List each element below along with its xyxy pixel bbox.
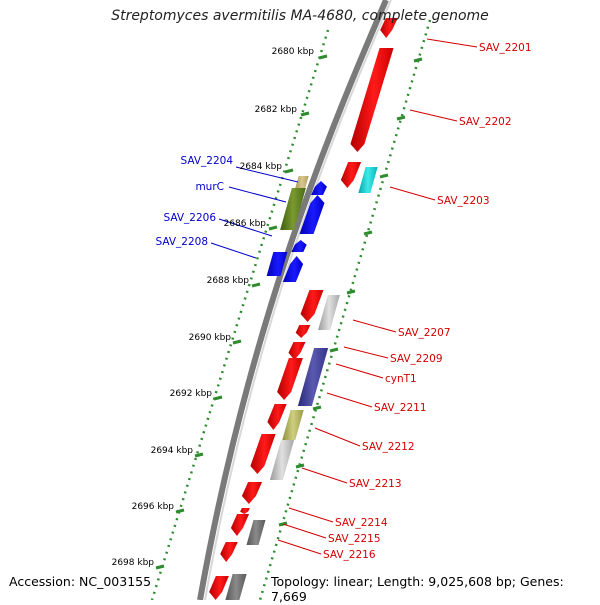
gene-cynt1 (297, 348, 329, 406)
gene-dark-bottom (225, 574, 247, 600)
gene-label-cynt1[interactable]: cynT1 (385, 373, 417, 385)
label-leader-line (389, 186, 436, 201)
tick-label-2688: 2688 kbp (207, 276, 250, 286)
tick-label-2686: 2686 kbp (224, 219, 267, 229)
gene-sav2214b (230, 514, 250, 536)
gene-sav2205 (299, 195, 325, 234)
gene-sav2207a (300, 290, 324, 322)
genome-backbone-highlight (204, 0, 392, 601)
label-leader-line (235, 166, 299, 183)
scale-tick-left (318, 54, 328, 60)
label-leader-line (409, 109, 458, 122)
gene-sav2204 (295, 176, 309, 188)
gene-label-sav2213[interactable]: SAV_2213 (349, 478, 402, 490)
genome-backbone (197, 0, 389, 601)
gene-sav2208a (266, 252, 288, 276)
label-leader-line (343, 346, 389, 359)
gene-blue-1 (311, 181, 327, 195)
scale-tick-right (346, 289, 356, 295)
scale-tick-left (284, 168, 294, 174)
scale-track-left (150, 29, 330, 601)
gene-murc (280, 188, 306, 230)
gene-label-sav2204[interactable]: SAV_2204 (180, 155, 233, 167)
label-leader-line (314, 427, 361, 447)
scale-tick-right (396, 115, 406, 121)
label-leader-line (326, 392, 373, 408)
tick-label-2698: 2698 kbp (112, 558, 155, 568)
tick-label-2694: 2694 kbp (151, 446, 194, 456)
gene-sav2202 (350, 48, 394, 152)
tick-label-2696: 2696 kbp (132, 502, 175, 512)
gene-sav2213b (241, 482, 263, 504)
gene-sav2207b (318, 295, 340, 330)
label-leader-line (210, 242, 257, 259)
label-leader-line (288, 507, 334, 523)
label-leader-line (228, 186, 287, 203)
scale-tick-left (175, 508, 185, 514)
gene-sav2206 (291, 240, 307, 252)
gene-sav2216 (220, 542, 238, 562)
gene-sav2212 (282, 410, 304, 440)
gene-label-sav2215[interactable]: SAV_2215 (328, 533, 381, 545)
gene-label-murc[interactable]: murC (195, 181, 224, 193)
gene-red-2 (267, 404, 287, 430)
scale-tick-right (413, 57, 423, 63)
page-title: Streptomyces avermitilis MA-4680, comple… (111, 8, 489, 24)
gene-sav2208b (282, 256, 304, 282)
gene-sav2214 (240, 508, 250, 514)
label-leader-line (218, 218, 273, 237)
scale-tick-right (363, 230, 373, 236)
gene-sav2203b (358, 167, 378, 193)
gene-sav2212b (250, 434, 276, 474)
gene-label-sav2203[interactable]: SAV_2203 (437, 195, 490, 207)
gene-label-sav2206[interactable]: SAV_2206 (163, 212, 216, 224)
scale-tick-left (300, 111, 310, 117)
label-leader-line (352, 319, 397, 333)
scale-tick-left (194, 452, 204, 458)
tick-label-2680: 2680 kbp (272, 47, 315, 57)
scale-tick-left (213, 395, 223, 401)
scale-tick-right (312, 405, 322, 411)
scale-tick-right (329, 347, 339, 353)
tick-label-2682: 2682 kbp (255, 105, 298, 115)
gene-red-bottom (209, 576, 229, 600)
gene-sav2209 (288, 342, 306, 360)
tick-label-2684: 2684 kbp (240, 162, 283, 172)
tick-label-2690: 2690 kbp (189, 333, 232, 343)
label-leader-line (282, 523, 327, 539)
label-leader-line (426, 38, 478, 48)
label-leader-line (277, 539, 322, 555)
gene-label-sav2208[interactable]: SAV_2208 (155, 236, 208, 248)
scale-tick-left (268, 225, 278, 231)
gene-sav2203a (340, 162, 362, 188)
scale-tick-left (251, 282, 261, 288)
gene-sav2211 (277, 358, 303, 400)
scale-track-right (258, 19, 432, 601)
gene-small-1 (295, 325, 311, 338)
gene-label-sav2216[interactable]: SAV_2216 (323, 549, 376, 561)
scale-tick-right (295, 463, 305, 469)
gene-label-sav2207[interactable]: SAV_2207 (398, 327, 451, 339)
gene-sav2215 (246, 520, 266, 545)
gene-label-sav2211[interactable]: SAV_2211 (374, 402, 427, 414)
gene-label-sav2209[interactable]: SAV_2209 (390, 353, 443, 365)
accession-text: Accession: NC_003155 (9, 574, 152, 589)
label-leader-line (301, 467, 348, 484)
scale-tick-left (155, 564, 165, 570)
tick-label-2692: 2692 kbp (170, 389, 213, 399)
gene-label-sav2214[interactable]: SAV_2214 (335, 517, 388, 529)
gene-label-sav2212[interactable]: SAV_2212 (362, 441, 415, 453)
gene-label-sav2202[interactable]: SAV_2202 (459, 116, 512, 128)
gene-label-sav2201[interactable]: SAV_2201 (479, 42, 532, 54)
label-leader-line (335, 363, 384, 379)
scale-tick-left (232, 339, 242, 345)
gene-sav2201 (380, 18, 398, 38)
scale-tick-right (379, 173, 389, 179)
gene-sav2213 (269, 440, 295, 480)
